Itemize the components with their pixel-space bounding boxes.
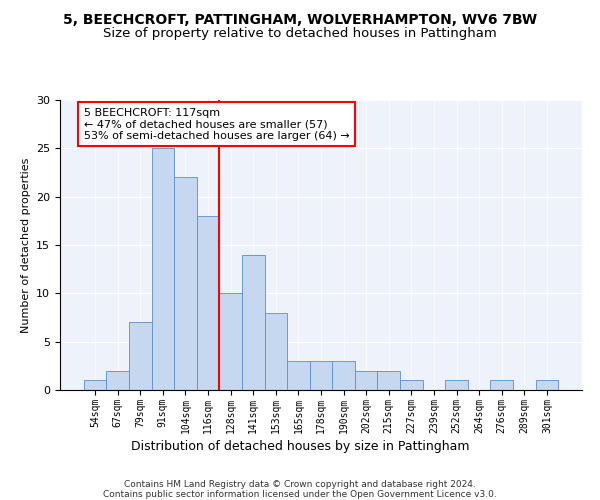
Bar [536,380,558,390]
Text: 5, BEECHCROFT, PATTINGHAM, WOLVERHAMPTON, WV6 7BW: 5, BEECHCROFT, PATTINGHAM, WOLVERHAMPTON… [63,12,537,26]
Bar [332,361,355,390]
Bar [445,380,468,390]
Bar [265,312,287,390]
Bar [84,380,106,390]
Bar [220,294,242,390]
Text: Size of property relative to detached houses in Pattingham: Size of property relative to detached ho… [103,28,497,40]
Bar [106,370,129,390]
Bar [490,380,513,390]
Bar [129,322,152,390]
Bar [377,370,400,390]
Bar [355,370,377,390]
Text: 5 BEECHCROFT: 117sqm
← 47% of detached houses are smaller (57)
53% of semi-detac: 5 BEECHCROFT: 117sqm ← 47% of detached h… [84,108,349,141]
Bar [197,216,220,390]
Bar [242,254,265,390]
Text: Contains HM Land Registry data © Crown copyright and database right 2024.
Contai: Contains HM Land Registry data © Crown c… [103,480,497,500]
Text: Distribution of detached houses by size in Pattingham: Distribution of detached houses by size … [131,440,469,453]
Bar [152,148,174,390]
Y-axis label: Number of detached properties: Number of detached properties [20,158,31,332]
Bar [287,361,310,390]
Bar [174,178,197,390]
Bar [400,380,422,390]
Bar [310,361,332,390]
